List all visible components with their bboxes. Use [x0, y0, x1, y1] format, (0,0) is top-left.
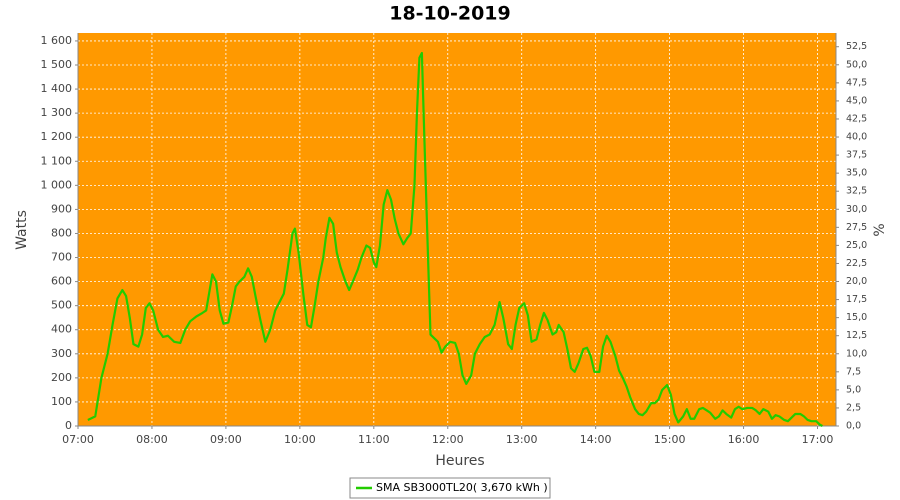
y2-tick-label: 7,5: [846, 366, 861, 377]
y2-tick-label: 10,0: [846, 348, 867, 359]
y2-tick-label: 12,5: [846, 330, 867, 341]
y-tick-label: 800: [51, 226, 72, 239]
y-tick-label: 500: [51, 299, 72, 312]
y-tick-label: 400: [51, 323, 72, 336]
x-tick-label: 17:00: [802, 433, 834, 446]
x-tick-label: 16:00: [728, 433, 760, 446]
x-tick-label: 12:00: [432, 433, 464, 446]
y-tick-label: 1 500: [41, 58, 73, 71]
y2-tick-label: 25,0: [846, 240, 867, 251]
y2-tick-label: 45,0: [846, 95, 867, 106]
series-line: [87, 51, 823, 427]
y2-tick-label: 5,0: [846, 384, 861, 395]
y2-tick-label: 20,0: [846, 276, 867, 287]
y-tick-label: 1 000: [41, 178, 73, 191]
y2-tick-label: 40,0: [846, 132, 867, 143]
y2-tick-label: 0,0: [846, 421, 861, 432]
y-axis-label: Watts: [14, 210, 30, 250]
x-tick-label: 11:00: [358, 433, 390, 446]
y2-tick-label: 47,5: [846, 77, 867, 88]
y2-tick-label: 52,5: [846, 41, 867, 52]
y2-tick-label: 2,5: [846, 402, 861, 413]
y2-tick-label: 37,5: [846, 150, 867, 161]
x-tick-label: 08:00: [136, 433, 168, 446]
legend-box: [349, 477, 551, 499]
y-tick-label: 1 600: [41, 34, 73, 47]
y2-tick-label: 22,5: [846, 258, 867, 269]
y2-tick-label: 17,5: [846, 294, 867, 305]
y-tick-label: 1 400: [41, 82, 73, 95]
y-tick-label: 700: [51, 251, 72, 264]
y2-tick-label: 50,0: [846, 59, 867, 70]
y2-tick-label: 35,0: [846, 168, 867, 179]
legend-label: SMA SB3000TL20( 3,670 kWh ): [376, 481, 548, 494]
y-tick-label: 100: [51, 395, 72, 408]
y-tick-label: 300: [51, 347, 72, 360]
x-tick-label: 13:00: [506, 433, 538, 446]
x-tick-label: 10:00: [284, 433, 316, 446]
chart-title: 18-10-2019: [389, 3, 511, 25]
y-tick-label: 1 200: [41, 130, 73, 143]
y2-tick-label: 42,5: [846, 113, 867, 124]
y2-tick-label: 27,5: [846, 222, 867, 233]
x-tick-label: 07:00: [62, 433, 94, 446]
x-tick-label: 14:00: [580, 433, 612, 446]
y-tick-label: 0: [65, 419, 72, 432]
x-axis-label: Heures: [435, 453, 484, 469]
x-tick-label: 09:00: [210, 433, 242, 446]
y2-tick-label: 32,5: [846, 186, 867, 197]
y-tick-label: 600: [51, 275, 72, 288]
y-tick-label: 900: [51, 202, 72, 215]
x-tick-label: 15:00: [654, 433, 686, 446]
y-tick-label: 1 300: [41, 106, 73, 119]
plot-background: [78, 33, 836, 426]
y-tick-label: 1 100: [41, 154, 73, 167]
y2-tick-label: 15,0: [846, 312, 867, 323]
y2-tick-label: 30,0: [846, 204, 867, 215]
y-tick-label: 200: [51, 371, 72, 384]
y2-axis-label: %: [872, 223, 888, 236]
